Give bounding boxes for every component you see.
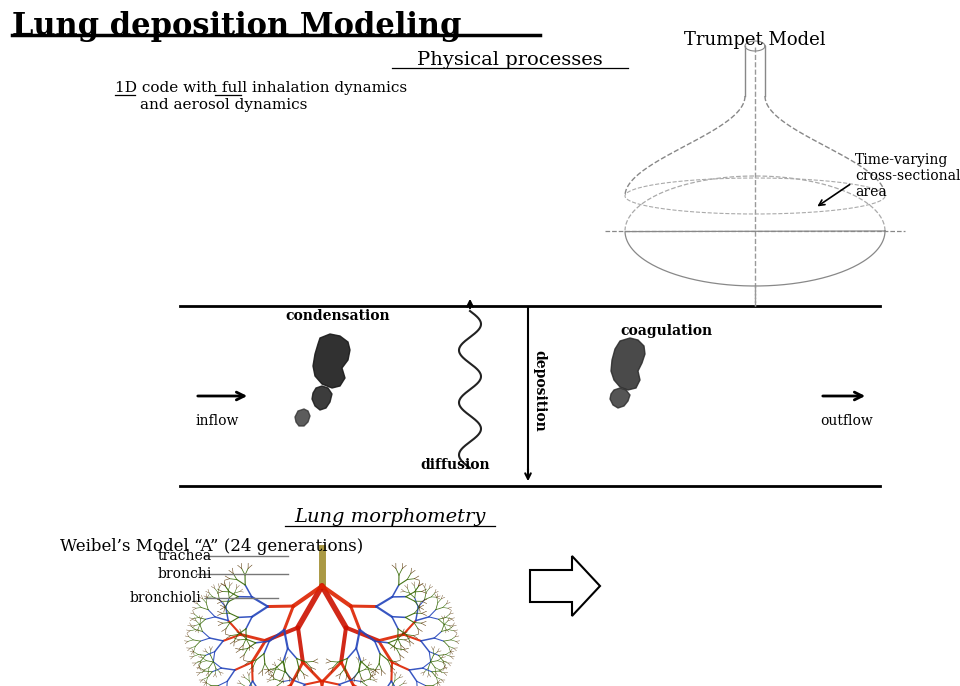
Polygon shape — [313, 334, 350, 388]
Text: and aerosol dynamics: and aerosol dynamics — [140, 98, 307, 112]
Text: Weibel’s Model “A” (24 generations): Weibel’s Model “A” (24 generations) — [60, 538, 363, 555]
Text: Time-varying
cross-sectional
area: Time-varying cross-sectional area — [855, 153, 960, 199]
Text: Lung deposition Modeling: Lung deposition Modeling — [12, 11, 462, 42]
Polygon shape — [295, 409, 310, 426]
Text: diffusion: diffusion — [420, 458, 490, 472]
Polygon shape — [610, 388, 630, 408]
Text: bronchi: bronchi — [158, 567, 212, 581]
Text: condensation: condensation — [285, 309, 390, 323]
Polygon shape — [611, 338, 645, 390]
Text: inflow: inflow — [195, 414, 238, 428]
Text: Lung morphometry: Lung morphometry — [295, 508, 486, 526]
Text: 1D code with full inhalation dynamics: 1D code with full inhalation dynamics — [115, 81, 407, 95]
Text: Trumpet Model: Trumpet Model — [684, 31, 826, 49]
Text: outflow: outflow — [820, 414, 873, 428]
Polygon shape — [530, 556, 600, 616]
Text: deposition: deposition — [532, 350, 546, 432]
Text: bronchioli: bronchioli — [130, 591, 202, 605]
Text: Physical processes: Physical processes — [418, 51, 603, 69]
Text: coagulation: coagulation — [620, 324, 712, 338]
Text: trachea: trachea — [158, 549, 212, 563]
Polygon shape — [312, 386, 332, 410]
